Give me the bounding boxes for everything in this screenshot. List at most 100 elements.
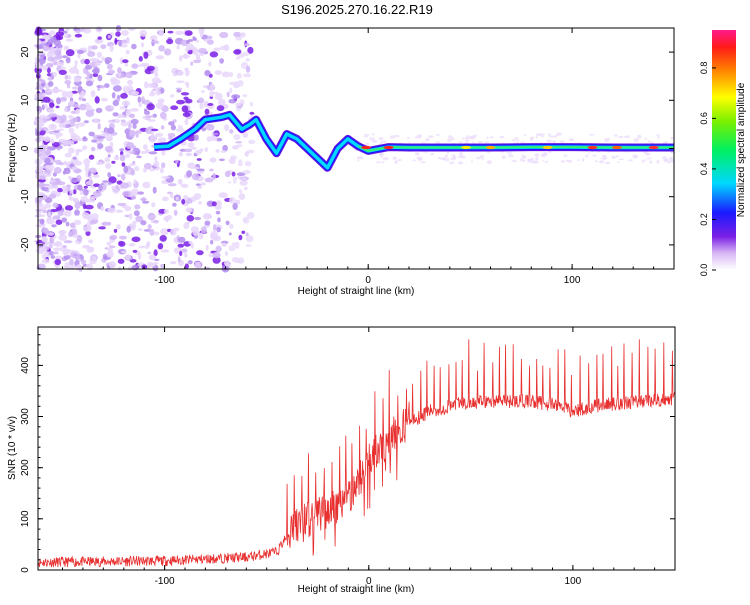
noise-blob — [105, 162, 112, 169]
noise-blob — [58, 123, 67, 128]
noise-blob — [151, 40, 159, 44]
halo-blob — [647, 140, 651, 143]
noise-blob — [42, 227, 49, 235]
halo-blob — [397, 159, 402, 162]
noise-blob — [51, 224, 57, 228]
noise-blob — [208, 61, 212, 67]
noise-blob — [130, 91, 140, 96]
noise-blob — [78, 97, 85, 100]
noise-blob — [130, 118, 139, 125]
halo-blob — [458, 141, 464, 144]
noise-blob — [100, 97, 108, 102]
noise-blob — [244, 160, 252, 167]
halo-blob — [615, 155, 620, 158]
noise-blob — [53, 61, 58, 66]
noise-blob — [155, 89, 162, 96]
halo-blob — [393, 134, 400, 138]
noise-blob — [239, 189, 243, 194]
noise-blob — [182, 112, 191, 118]
noise-blob — [140, 197, 147, 201]
halo-blob — [542, 160, 545, 162]
noise-blob — [170, 105, 179, 110]
noise-blob — [115, 31, 121, 37]
noise-blob — [155, 55, 165, 60]
snr-xlabel: Height of straight line (km) — [298, 584, 415, 595]
noise-blob — [122, 190, 132, 197]
noise-blob — [63, 240, 73, 244]
noise-blob — [68, 115, 74, 119]
noise-blob — [87, 45, 92, 53]
y-tick-label: 0 — [20, 145, 31, 151]
noise-blob — [245, 232, 249, 237]
noise-blob — [177, 125, 183, 129]
snr-frame — [37, 326, 676, 571]
halo-blob — [577, 159, 580, 162]
noise-blob — [242, 169, 251, 175]
snr-axes: -100 0 100 0 100 200 300 400 — [20, 327, 676, 587]
noise-blob — [188, 241, 193, 245]
noise-blob — [177, 256, 181, 263]
noise-blob — [75, 123, 80, 129]
noise-blob — [154, 72, 159, 78]
noise-blob — [119, 57, 124, 65]
noise-blob — [107, 69, 116, 74]
noise-blob — [135, 215, 144, 223]
ridge-hotspot — [648, 145, 659, 150]
noise-blob — [41, 236, 48, 243]
noise-blob — [51, 124, 55, 129]
noise-blob — [40, 205, 47, 211]
noise-blob — [161, 149, 166, 156]
halo-blob — [464, 139, 470, 142]
noise-blob — [229, 81, 237, 86]
noise-blob — [38, 65, 48, 70]
noise-blob — [49, 102, 55, 108]
noise-blob — [48, 113, 58, 118]
snr-ylabel: SNR (10 * v/v) — [7, 416, 18, 480]
noise-blob — [110, 106, 115, 109]
halo-blob — [446, 157, 450, 162]
noise-blob — [209, 157, 217, 163]
noise-blob — [215, 200, 222, 208]
noise-blob — [153, 249, 158, 257]
halo-blob — [466, 135, 470, 138]
noise-blob — [83, 27, 92, 34]
halo-blob — [544, 160, 548, 164]
noise-blob — [68, 147, 75, 154]
noise-blob — [81, 259, 87, 265]
noise-blob — [104, 83, 110, 88]
noise-blob — [218, 192, 228, 199]
noise-blob — [152, 186, 157, 194]
spectrogram-xlabel: Height of straight line (km) — [298, 286, 415, 297]
noise-blob — [94, 38, 104, 44]
noise-blob — [84, 58, 90, 65]
noise-blob — [224, 124, 230, 132]
figure-title: S196.2025.270.16.22.R19 — [281, 2, 433, 17]
noise-blob — [237, 80, 244, 87]
noise-blob — [65, 57, 71, 64]
noise-blob — [184, 30, 193, 36]
noise-blob — [39, 194, 48, 201]
noise-blob — [142, 181, 151, 189]
noise-blob — [178, 236, 186, 243]
halo-blob — [514, 137, 519, 140]
noise-blob — [93, 67, 100, 75]
noise-blob — [73, 117, 78, 123]
noise-blob — [167, 132, 176, 138]
halo-blob — [592, 154, 597, 157]
noise-blob — [50, 36, 57, 43]
noise-blob — [120, 93, 128, 99]
halo-blob — [356, 156, 361, 160]
noise-blob — [209, 168, 214, 172]
noise-blob — [104, 157, 111, 163]
noise-blob — [48, 244, 53, 249]
noise-blob — [54, 259, 61, 266]
noise-blob — [83, 225, 92, 232]
noise-blob — [107, 154, 111, 158]
noise-blob — [192, 166, 201, 170]
noise-blob — [107, 35, 111, 39]
noise-blob — [221, 71, 231, 78]
noise-blob — [119, 148, 125, 152]
noise-blob — [166, 215, 173, 220]
noise-blob — [184, 252, 188, 258]
noise-blob — [154, 258, 160, 262]
